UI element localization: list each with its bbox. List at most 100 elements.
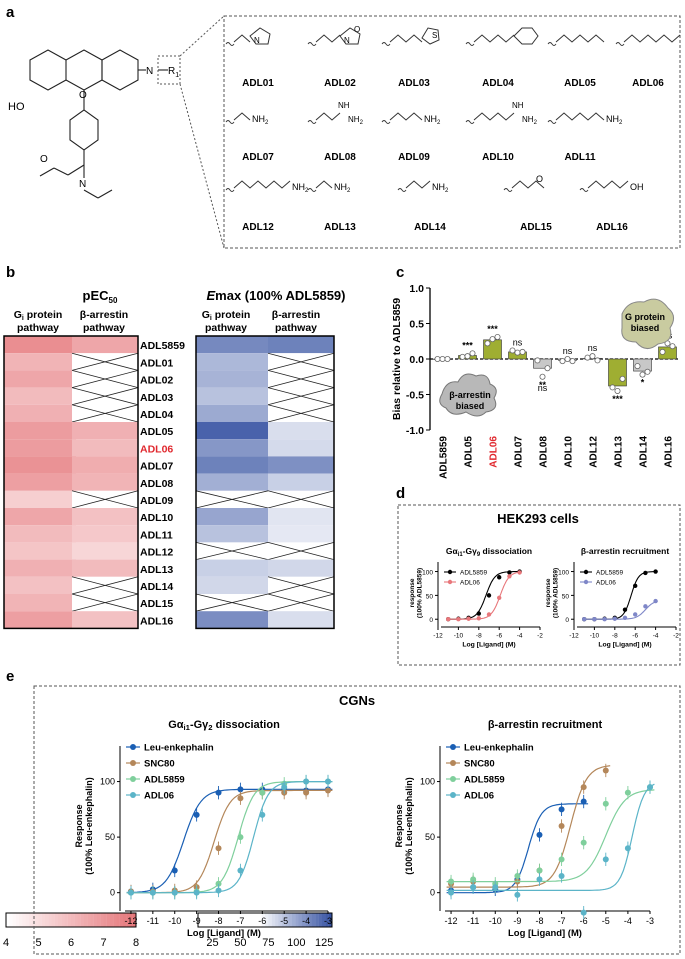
g-protein-biased-label: G protein bbox=[625, 312, 665, 322]
row-label: ADL04 bbox=[140, 409, 173, 421]
fit-curve bbox=[446, 783, 655, 891]
heatmap-cell bbox=[72, 473, 138, 491]
data-point bbox=[558, 806, 565, 813]
data-point bbox=[534, 357, 541, 364]
data-point bbox=[536, 867, 543, 874]
y-tick-label: -1.0 bbox=[406, 425, 424, 437]
legend-marker bbox=[130, 792, 136, 798]
y-axis-label: response bbox=[409, 578, 416, 607]
x-tick-label: ADL16 bbox=[664, 436, 675, 468]
compound-label: ADL05 bbox=[564, 78, 596, 89]
scaffold-bond bbox=[39, 167, 55, 177]
attachment-wave bbox=[547, 42, 557, 46]
thiophene-ring bbox=[421, 27, 440, 45]
pec50-scale-step bbox=[32, 913, 36, 927]
heatmap-cell bbox=[268, 611, 334, 629]
alkyl-chain bbox=[587, 180, 629, 189]
x-tick-label: -5 bbox=[602, 916, 610, 926]
data-point bbox=[602, 856, 609, 863]
data-point bbox=[259, 811, 266, 818]
attachment-wave bbox=[503, 188, 513, 192]
x-tick-label: -12 bbox=[569, 633, 579, 640]
heatmap-cell bbox=[196, 387, 268, 405]
heatmap-cell bbox=[4, 353, 76, 371]
emax-scale-step bbox=[204, 913, 209, 927]
x-axis-label: Log [Ligand] (M) bbox=[187, 928, 261, 939]
x-axis-label: Log [Ligand] (M) bbox=[462, 642, 515, 649]
emax-scale-frame bbox=[197, 912, 333, 928]
pec50-scale-step bbox=[25, 913, 29, 927]
pec50-scale-step bbox=[103, 913, 107, 927]
cross-line bbox=[71, 490, 139, 509]
compound-label: ADL02 bbox=[324, 78, 356, 89]
pec50-scale-tick: 4 bbox=[3, 937, 9, 949]
x-tick-label: -3 bbox=[646, 916, 654, 926]
y-tick-label: 0.0 bbox=[409, 354, 424, 366]
substituent-adl12: NH2 ADL12 bbox=[225, 180, 309, 233]
data-point bbox=[594, 357, 601, 364]
data-point bbox=[470, 876, 477, 883]
heatmap-cell bbox=[268, 422, 334, 440]
pec50-scale-step bbox=[113, 913, 117, 927]
row-label: ADL01 bbox=[140, 357, 173, 369]
pec50-scale-step bbox=[22, 913, 26, 927]
emax-col-arr: β-arrestin bbox=[272, 309, 320, 321]
legend-marker bbox=[130, 744, 136, 750]
legend-label: Leu-enkephalin bbox=[144, 742, 214, 753]
data-point bbox=[193, 811, 200, 818]
emax-frame bbox=[195, 335, 335, 630]
ring bbox=[249, 27, 271, 45]
data-point bbox=[643, 604, 648, 609]
data-point bbox=[612, 616, 617, 621]
scaffold-ho: HO bbox=[8, 101, 25, 113]
x-tick-label: -10 bbox=[489, 916, 502, 926]
emax-scale-step bbox=[285, 913, 289, 927]
beta-arrestin-shape bbox=[439, 373, 497, 417]
legend-label: Leu-enkephalin bbox=[464, 742, 534, 753]
x-tick-label: ADL13 bbox=[614, 436, 625, 468]
substituent-adl11: NH2 ADL11 bbox=[547, 112, 623, 163]
data-point bbox=[237, 786, 244, 793]
data-point bbox=[580, 784, 587, 791]
heatmap-cell bbox=[4, 525, 76, 543]
x-tick-label: -6 bbox=[632, 633, 638, 640]
panel-c-bias-chart: -1.0 -0.5 0.0 0.5 1.0 Bias relative to ADL585… bbox=[391, 283, 680, 479]
heatmap-cell bbox=[72, 559, 138, 577]
g-protein-shape bbox=[621, 298, 674, 349]
row-label: ADL11 bbox=[140, 529, 173, 541]
substituent-adl08: NH NH2 ADL08 bbox=[307, 101, 364, 163]
y-tick-label: 50 bbox=[426, 593, 434, 600]
emax-heatmap bbox=[195, 335, 335, 630]
legend-label: ADL5859 bbox=[460, 569, 487, 576]
emax-scale-tick: 100 bbox=[287, 937, 305, 949]
panel-d-charts: Gαi1-Gγ9 dissociation 0 50 100 -12 -10 -8 -6 -4 -… bbox=[409, 546, 679, 649]
pec50-scale-step bbox=[80, 913, 85, 927]
scaffold-ring-c bbox=[101, 49, 139, 91]
compound-label: ADL01 bbox=[242, 78, 274, 89]
y-axis-label: response bbox=[545, 578, 552, 607]
heatmap-cell bbox=[196, 336, 268, 354]
heatmap-cell bbox=[72, 456, 138, 474]
pec50-scale-tick: 8 bbox=[133, 937, 139, 949]
fit-curve bbox=[446, 571, 522, 620]
y-axis-label: Bias relative to ADL5859 bbox=[391, 298, 403, 420]
emax-scale-step bbox=[271, 913, 276, 927]
data-point bbox=[171, 889, 178, 896]
data-point bbox=[624, 845, 631, 852]
pec50-scale-step bbox=[41, 913, 46, 927]
heatmap-cell bbox=[4, 490, 76, 508]
panel-e-title: CGNs bbox=[339, 693, 375, 708]
x-tick-label: -12 bbox=[445, 916, 458, 926]
heatmap-cell bbox=[196, 525, 268, 543]
emax-scale-step bbox=[221, 913, 225, 927]
data-point bbox=[569, 358, 576, 365]
y-tick-label: -0.5 bbox=[406, 390, 424, 402]
emax-scale-step bbox=[234, 913, 239, 927]
data-point bbox=[215, 845, 222, 852]
alkyl-chain bbox=[389, 112, 423, 121]
data-point bbox=[486, 612, 492, 617]
data-point bbox=[589, 353, 596, 360]
x-tick-label: -7 bbox=[558, 916, 566, 926]
data-point bbox=[564, 355, 571, 362]
heatmap-cell bbox=[4, 370, 76, 388]
